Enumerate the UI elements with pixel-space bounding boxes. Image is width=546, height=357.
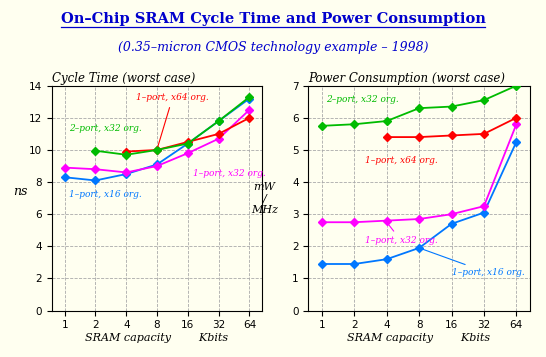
Text: 1–port, x16 org.: 1–port, x16 org. [422, 249, 524, 277]
Y-axis label: ns: ns [13, 185, 28, 198]
X-axis label: SRAM capacity        Kbits: SRAM capacity Kbits [347, 333, 491, 343]
Text: Cycle Time (worst case): Cycle Time (worst case) [52, 71, 195, 85]
Text: Power Consumption (worst case): Power Consumption (worst case) [308, 71, 506, 85]
Text: 1–port, x64 org.: 1–port, x64 org. [136, 93, 209, 146]
Text: (0.35–micron CMOS technology example – 1998): (0.35–micron CMOS technology example – 1… [118, 41, 428, 54]
Text: On–Chip SRAM Cycle Time and Power Consumption: On–Chip SRAM Cycle Time and Power Consum… [61, 12, 485, 26]
Y-axis label: mW
/
MHz: mW / MHz [251, 182, 278, 215]
Text: 1–port, x32 org.: 1–port, x32 org. [365, 225, 437, 245]
Text: 1–port, x64 org.: 1–port, x64 org. [365, 156, 437, 165]
Text: 1–port, x16 org.: 1–port, x16 org. [69, 190, 141, 199]
X-axis label: SRAM capacity        Kbits: SRAM capacity Kbits [85, 333, 229, 343]
Text: 1–port, x32 org.: 1–port, x32 org. [193, 170, 266, 178]
Text: 2–port, x32 org.: 2–port, x32 org. [69, 125, 141, 134]
Text: 2–port, x32 org.: 2–port, x32 org. [327, 95, 399, 104]
